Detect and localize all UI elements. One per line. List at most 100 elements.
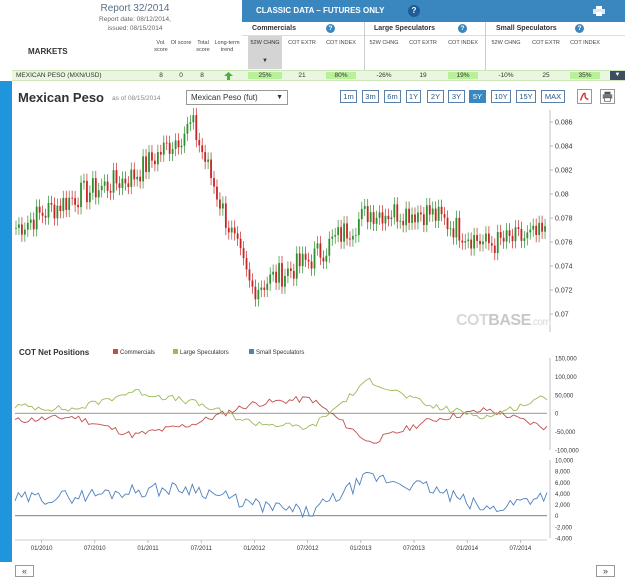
- help-icon[interactable]: ?: [458, 24, 467, 33]
- candle-body: [115, 170, 118, 184]
- total-score-header[interactable]: Total score: [196, 40, 210, 53]
- candle-body: [35, 206, 38, 230]
- candle-body: [346, 223, 348, 239]
- help-icon[interactable]: ?: [326, 24, 335, 33]
- candle-body: [118, 183, 121, 188]
- cot-tick-label: -50,000: [555, 430, 576, 436]
- candle-body: [420, 212, 422, 215]
- candle-body: [295, 253, 298, 279]
- vol-score: 8: [159, 72, 163, 79]
- print-icon[interactable]: [600, 89, 615, 104]
- candle-body: [464, 241, 467, 243]
- candle-body: [257, 289, 260, 300]
- candle-body: [354, 235, 357, 236]
- candle-body: [322, 257, 325, 262]
- help-icon[interactable]: ?: [575, 24, 584, 33]
- candle-body: [366, 206, 369, 223]
- col-header-cot-extr[interactable]: COT EXTR: [532, 40, 560, 46]
- range-button-3m[interactable]: 3m: [362, 90, 379, 103]
- row-dropdown-button[interactable]: ▼: [610, 71, 625, 80]
- series-line-commercials: [14, 395, 548, 444]
- ticker-select[interactable]: Mexican Peso (fut) ▼: [186, 90, 288, 105]
- range-button-3y[interactable]: 3Y: [448, 90, 465, 103]
- trend-header[interactable]: Long-term trend: [214, 40, 240, 53]
- col-header-52w[interactable]: 52W CHNG: [491, 40, 521, 46]
- small-tick-label: 0: [555, 514, 559, 520]
- pdf-icon[interactable]: [577, 89, 592, 104]
- range-button-1m[interactable]: 1m: [340, 90, 357, 103]
- range-button-10y[interactable]: 10Y: [491, 90, 511, 103]
- candle-body: [440, 206, 443, 215]
- candle-body: [357, 219, 360, 236]
- range-button-1y[interactable]: 1Y: [406, 90, 421, 103]
- candle-body: [127, 183, 130, 187]
- large-specs-cot-extr: 19: [419, 72, 427, 79]
- candle-body: [443, 214, 446, 218]
- range-button-2y[interactable]: 2Y: [427, 90, 444, 103]
- candle-body: [130, 169, 133, 187]
- price-candles: [15, 107, 546, 307]
- legend-swatch: [113, 349, 118, 354]
- chevron-down-icon: ▼: [276, 94, 283, 101]
- col-header-cot-extr[interactable]: COT EXTR: [409, 40, 437, 46]
- candle-body: [331, 236, 334, 239]
- commercials-cot-index: 80%: [326, 72, 356, 79]
- candle-body: [369, 212, 372, 223]
- candle-body: [38, 206, 41, 213]
- candle-body: [29, 219, 32, 223]
- market-name[interactable]: MEXICAN PESO (MXN/USD): [16, 72, 102, 79]
- candle-body: [198, 140, 201, 146]
- range-button-6m[interactable]: 6m: [384, 90, 401, 103]
- candle-body: [139, 176, 142, 182]
- col-header-cot-index[interactable]: COT INDEX: [448, 40, 478, 46]
- candle-body: [316, 243, 319, 249]
- vol-score-header[interactable]: Vol. score: [154, 40, 168, 53]
- candle-body: [68, 197, 71, 210]
- candle-body: [251, 280, 254, 287]
- candle-body: [32, 219, 35, 230]
- candle-body: [520, 228, 523, 241]
- candle-body: [526, 232, 529, 239]
- candle-body: [384, 215, 387, 224]
- sorted-column[interactable]: 52W CHNG ▼: [248, 36, 282, 69]
- candle-body: [485, 233, 487, 242]
- x-tick-label: 01/2012: [244, 546, 266, 552]
- candle-body: [83, 180, 85, 183]
- candle-body: [544, 226, 546, 232]
- oi-score-header[interactable]: OI score: [170, 40, 192, 46]
- candle-body: [405, 208, 408, 226]
- range-button-5y[interactable]: 5Y: [469, 90, 486, 103]
- print-icon[interactable]: [593, 6, 605, 16]
- col-header-52w[interactable]: 52W CHNG: [369, 40, 399, 46]
- candle-body: [59, 205, 62, 212]
- ticker-select-value: Mexican Peso (fut): [191, 93, 258, 102]
- report-date: Report date: 08/12/2014,: [99, 16, 171, 23]
- chart-title: Mexican Peso: [18, 90, 104, 105]
- candle-body: [177, 140, 180, 148]
- chart-area: 0.07 0.072 0.074 0.076 0.078 0.08 0.082 0.084 0.…: [14, 107, 579, 552]
- candle-body: [473, 235, 476, 249]
- small-tick-label: -2,000: [555, 525, 573, 531]
- candle-body: [284, 275, 286, 287]
- col-header-cot-index[interactable]: COT INDEX: [570, 40, 600, 46]
- help-icon[interactable]: ?: [408, 5, 420, 17]
- candle-body: [62, 197, 65, 212]
- col-header-cot-index[interactable]: COT INDEX: [326, 40, 356, 46]
- prev-button[interactable]: «: [15, 565, 34, 577]
- candle-body: [23, 229, 26, 235]
- range-button-15y[interactable]: 15Y: [516, 90, 536, 103]
- market-row[interactable]: MEXICAN PESO (MXN/USD) 8 0 8 25% 21 80% …: [12, 70, 625, 81]
- cot-tick-label: 150,000: [555, 357, 577, 363]
- next-button[interactable]: »: [596, 565, 615, 577]
- candle-body: [476, 235, 478, 241]
- candle-body: [417, 212, 419, 223]
- series-line-large-specs: [14, 377, 548, 431]
- candle-body: [304, 253, 307, 260]
- divider: [485, 22, 486, 70]
- candle-body: [165, 142, 168, 144]
- col-header-cot-extr[interactable]: COT EXTR: [288, 40, 316, 46]
- range-button-max[interactable]: MAX: [541, 90, 565, 103]
- candle-body: [210, 159, 212, 179]
- candle-body: [174, 140, 177, 149]
- candle-body: [221, 203, 224, 209]
